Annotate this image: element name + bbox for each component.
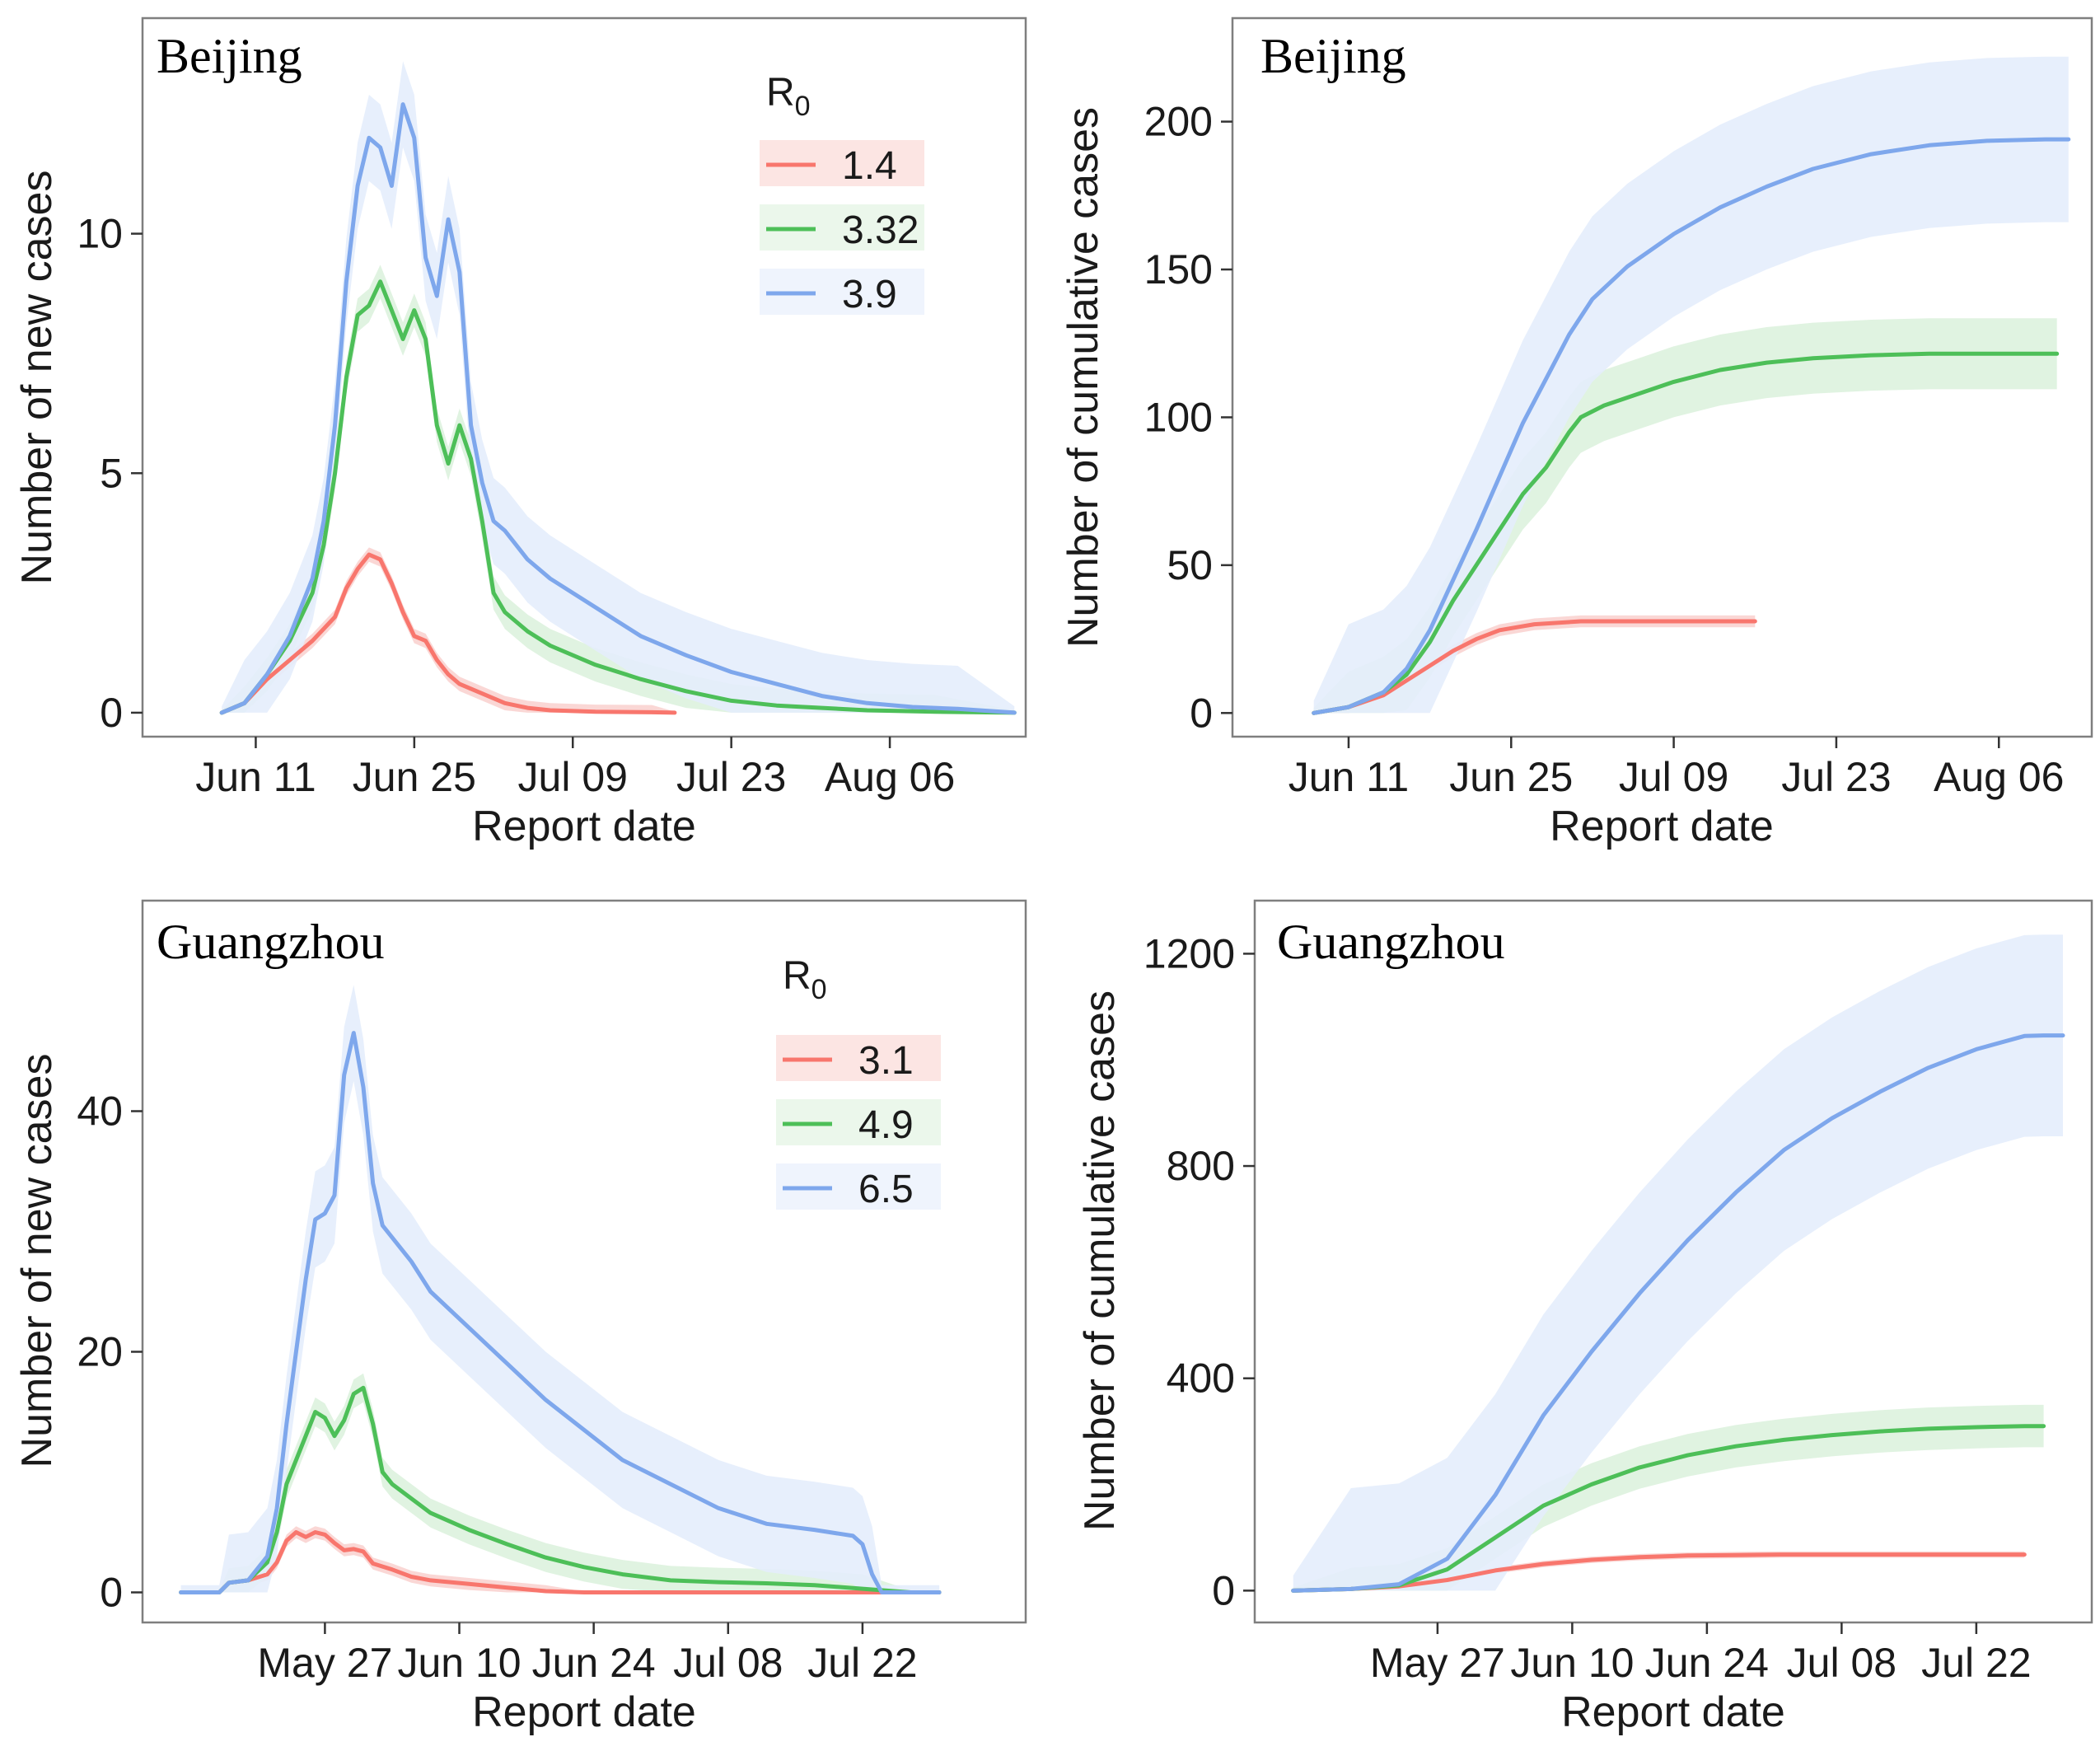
series-line-4.9 <box>1291 1424 2046 1593</box>
x-tick-label: May 27 <box>257 1640 392 1686</box>
x-tick-label: Jun 10 <box>1510 1640 1634 1686</box>
x-tick-label: Jun 24 <box>1645 1640 1769 1686</box>
x-tick-label: Jun 24 <box>532 1640 656 1686</box>
x-axis-label: Report date <box>1550 803 1774 850</box>
confidence-band-6.5 <box>180 985 940 1593</box>
series-line-3.9 <box>1312 137 2071 715</box>
y-tick-label: 20 <box>77 1329 123 1375</box>
x-tick-label: Jun 25 <box>353 754 476 800</box>
x-tick-label: Aug 06 <box>825 754 955 800</box>
y-tick-label: 5 <box>100 450 123 496</box>
y-tick-label: 0 <box>100 690 123 736</box>
x-tick-label: Jul 09 <box>518 754 628 800</box>
chart-panel-beijing-new-cases: 0 5 10 Jun 11 Jun 25 Jul 09 Jul 23 Aug 06 Beiji… <box>13 16 1027 850</box>
y-tick-label: 400 <box>1167 1355 1235 1402</box>
plot-frame <box>1253 899 2093 1624</box>
chart-panel-beijing-cumulative-cases: 0 50 100 150 200 Jun 11 Jun 25 Jul 09 Jul 23 Aug … <box>1059 16 2093 850</box>
x-tick-label: Jun 25 <box>1449 754 1573 800</box>
series-line-1.4 <box>1312 619 1757 715</box>
confidence-band-3.9 <box>1313 56 2069 714</box>
y-tick-label: 10 <box>77 211 123 257</box>
legend-label: 1.4 <box>842 144 897 188</box>
x-tick-label: Jun 11 <box>195 754 316 800</box>
x-tick-label: Jul 08 <box>673 1640 783 1686</box>
x-tick-label: Jul 23 <box>676 754 786 800</box>
series-line-3.1 <box>1291 1552 2027 1593</box>
y-tick-label: 50 <box>1167 542 1213 588</box>
y-axis-label: Number of cumulative cases <box>1076 990 1124 1531</box>
x-tick-label: Jul 08 <box>1787 1640 1897 1686</box>
panel-title: Guangzhou <box>1277 915 1505 969</box>
confidence-band-1.4 <box>222 547 675 713</box>
series-line-4.9 <box>179 1385 942 1594</box>
legend-label: 3.32 <box>842 208 919 252</box>
confidence-band-3.9 <box>222 61 1015 713</box>
y-axis-label: Number of new cases <box>13 171 61 585</box>
x-tick-label: Jun 10 <box>397 1640 521 1686</box>
legend-label: 6.5 <box>858 1168 914 1211</box>
confidence-band-4.9 <box>180 1373 940 1593</box>
x-axis-label: Report date <box>472 1688 696 1736</box>
chart-panel-guangzhou-cumulative-cases: 0 400 800 1200 May 27 Jun 10 Jun 24 Jul 08 Jul 2… <box>1076 899 2093 1736</box>
legend-label: 3.9 <box>842 273 897 316</box>
series-line-6.5 <box>1291 1033 2065 1593</box>
y-tick-label: 0 <box>1212 1567 1235 1613</box>
series-line-6.5 <box>179 1031 942 1594</box>
panel-title: Beijing <box>157 29 302 83</box>
y-tick-label: 40 <box>77 1089 123 1135</box>
series-line-3.1 <box>179 1530 942 1594</box>
series-line-3.9 <box>219 102 1017 715</box>
legend: R0 1.4 3.32 3.9 <box>760 71 924 316</box>
x-tick-label: Jul 09 <box>1619 754 1728 800</box>
x-axis-label: Report date <box>1561 1688 1785 1736</box>
chart-panel-guangzhou-new-cases: 0 20 40 May 27 Jun 10 Jun 24 Jul 08 Jul 22 Guan… <box>13 899 1027 1736</box>
x-tick-label: Aug 06 <box>1934 754 2064 800</box>
panel-title: Guangzhou <box>157 915 385 969</box>
legend-label: 3.1 <box>858 1039 914 1083</box>
y-tick-label: 200 <box>1144 99 1213 145</box>
panel-title: Beijing <box>1260 29 1406 83</box>
x-tick-label: Jul 22 <box>1921 1640 2031 1686</box>
series-line-3.32 <box>1312 351 2060 715</box>
y-tick-label: 0 <box>1190 690 1213 736</box>
x-tick-label: Jul 22 <box>807 1640 917 1686</box>
y-axis-label: Number of cumulative cases <box>1059 107 1107 648</box>
legend-title: R0 <box>783 954 827 1005</box>
y-tick-label: 150 <box>1144 246 1213 293</box>
x-axis-label: Report date <box>472 803 696 850</box>
x-tick-label: May 27 <box>1370 1640 1505 1686</box>
plot-frame <box>141 899 1027 1624</box>
legend-title: R0 <box>766 71 811 122</box>
x-tick-label: Jun 11 <box>1289 754 1409 800</box>
legend: R0 3.1 4.9 6.5 <box>776 954 941 1211</box>
series-line-3.32 <box>219 279 1017 715</box>
y-tick-label: 0 <box>100 1570 123 1616</box>
plot-frame <box>1231 16 2093 738</box>
y-tick-label: 100 <box>1144 394 1213 440</box>
legend-label: 4.9 <box>858 1103 914 1147</box>
plot-frame <box>141 16 1027 738</box>
x-tick-label: Jul 23 <box>1781 754 1891 800</box>
y-tick-label: 800 <box>1167 1143 1235 1189</box>
y-axis-label: Number of new cases <box>13 1054 61 1468</box>
series-line-1.4 <box>219 552 677 715</box>
y-tick-label: 1200 <box>1144 930 1235 976</box>
